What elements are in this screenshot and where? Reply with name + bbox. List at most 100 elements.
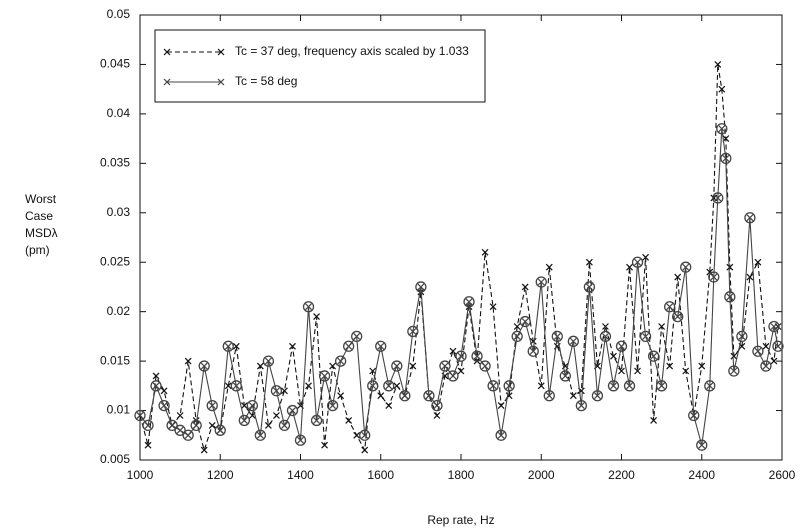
marker-x bbox=[602, 332, 609, 340]
marker-circle bbox=[190, 419, 202, 432]
data-point bbox=[367, 380, 379, 392]
marker-x bbox=[706, 268, 714, 276]
marker-circle bbox=[399, 390, 411, 402]
marker-circle bbox=[535, 276, 547, 288]
marker-circle bbox=[407, 325, 419, 338]
data-point bbox=[583, 281, 596, 293]
marker-x bbox=[281, 387, 288, 395]
marker-x bbox=[465, 298, 473, 306]
marker-x bbox=[224, 382, 232, 390]
data-point bbox=[281, 387, 288, 395]
data-point bbox=[680, 261, 692, 273]
marker-x bbox=[642, 253, 649, 261]
marker-circle bbox=[383, 380, 395, 392]
data-point bbox=[631, 256, 644, 268]
marker-x bbox=[216, 426, 224, 434]
data-point bbox=[720, 152, 732, 165]
y-tick-label: 0.035 bbox=[100, 156, 130, 170]
y-tick-label: 0.045 bbox=[100, 57, 130, 71]
data-point bbox=[704, 380, 716, 392]
marker-x bbox=[217, 78, 225, 86]
marker-x bbox=[698, 362, 706, 370]
data-point bbox=[610, 352, 617, 360]
marker-x bbox=[264, 421, 272, 429]
marker-x bbox=[337, 357, 345, 365]
marker-circle bbox=[447, 370, 459, 382]
marker-x bbox=[545, 392, 553, 400]
data-point bbox=[345, 417, 353, 424]
data-point bbox=[682, 367, 690, 375]
data-point bbox=[497, 402, 505, 410]
marker-circle bbox=[342, 340, 355, 352]
marker-circle bbox=[415, 281, 427, 293]
marker-circle bbox=[230, 380, 242, 392]
marker-x bbox=[730, 352, 738, 360]
y-tick-label: 0.025 bbox=[100, 254, 130, 268]
marker-x bbox=[505, 382, 513, 390]
legend-markers bbox=[163, 48, 225, 56]
data-point bbox=[706, 268, 714, 276]
data-point bbox=[754, 258, 762, 266]
data-point bbox=[359, 429, 371, 441]
marker-x bbox=[610, 382, 617, 390]
marker-x bbox=[718, 85, 726, 93]
y-tick-label: 0.05 bbox=[107, 7, 131, 21]
data-point bbox=[626, 263, 633, 271]
marker-x bbox=[626, 263, 633, 271]
marker-circle bbox=[680, 261, 692, 273]
data-point bbox=[696, 439, 708, 451]
data-point bbox=[160, 387, 168, 395]
series-line bbox=[139, 64, 779, 453]
marker-circle bbox=[647, 350, 660, 362]
data-point bbox=[134, 409, 146, 422]
marker-circle bbox=[359, 429, 371, 441]
marker-x bbox=[385, 402, 393, 410]
marker-circle bbox=[174, 424, 186, 436]
marker-circle bbox=[471, 350, 483, 362]
data-point bbox=[439, 360, 451, 372]
marker-x bbox=[497, 431, 505, 439]
data-point bbox=[658, 323, 666, 330]
data-point bbox=[591, 390, 604, 402]
marker-x bbox=[433, 412, 441, 419]
marker-circle bbox=[142, 419, 154, 432]
data-point bbox=[543, 390, 555, 402]
data-point bbox=[383, 380, 395, 392]
data-point bbox=[447, 370, 459, 382]
marker-x bbox=[321, 372, 328, 380]
data-point bbox=[674, 273, 682, 281]
marker-x bbox=[730, 367, 738, 375]
marker-circle bbox=[708, 271, 720, 283]
marker-x bbox=[642, 332, 649, 340]
marker-circle bbox=[334, 355, 347, 367]
marker-x bbox=[698, 441, 706, 449]
data-point bbox=[200, 446, 208, 454]
marker-x bbox=[409, 362, 417, 370]
marker-x bbox=[674, 273, 682, 281]
marker-circle bbox=[246, 399, 259, 412]
marker-x bbox=[481, 248, 489, 256]
data-point bbox=[254, 429, 267, 441]
x-tick-label: 1400 bbox=[287, 468, 314, 482]
marker-circle bbox=[511, 330, 523, 343]
marker-x bbox=[401, 392, 409, 400]
data-point bbox=[262, 355, 275, 367]
marker-circle bbox=[423, 390, 435, 402]
data-point bbox=[294, 434, 307, 446]
data-point bbox=[726, 263, 734, 271]
data-point bbox=[385, 402, 393, 410]
data-point bbox=[361, 446, 369, 454]
data-point bbox=[144, 441, 152, 449]
data-point bbox=[305, 382, 312, 390]
marker-x bbox=[289, 342, 296, 350]
data-point bbox=[302, 301, 315, 313]
marker-x bbox=[489, 382, 497, 390]
marker-x bbox=[240, 402, 248, 410]
marker-x bbox=[425, 392, 433, 400]
data-point bbox=[535, 276, 547, 288]
marker-x bbox=[305, 303, 312, 311]
marker-x bbox=[770, 357, 778, 365]
data-point bbox=[342, 340, 355, 352]
data-point bbox=[182, 429, 194, 441]
marker-circle bbox=[166, 419, 178, 432]
